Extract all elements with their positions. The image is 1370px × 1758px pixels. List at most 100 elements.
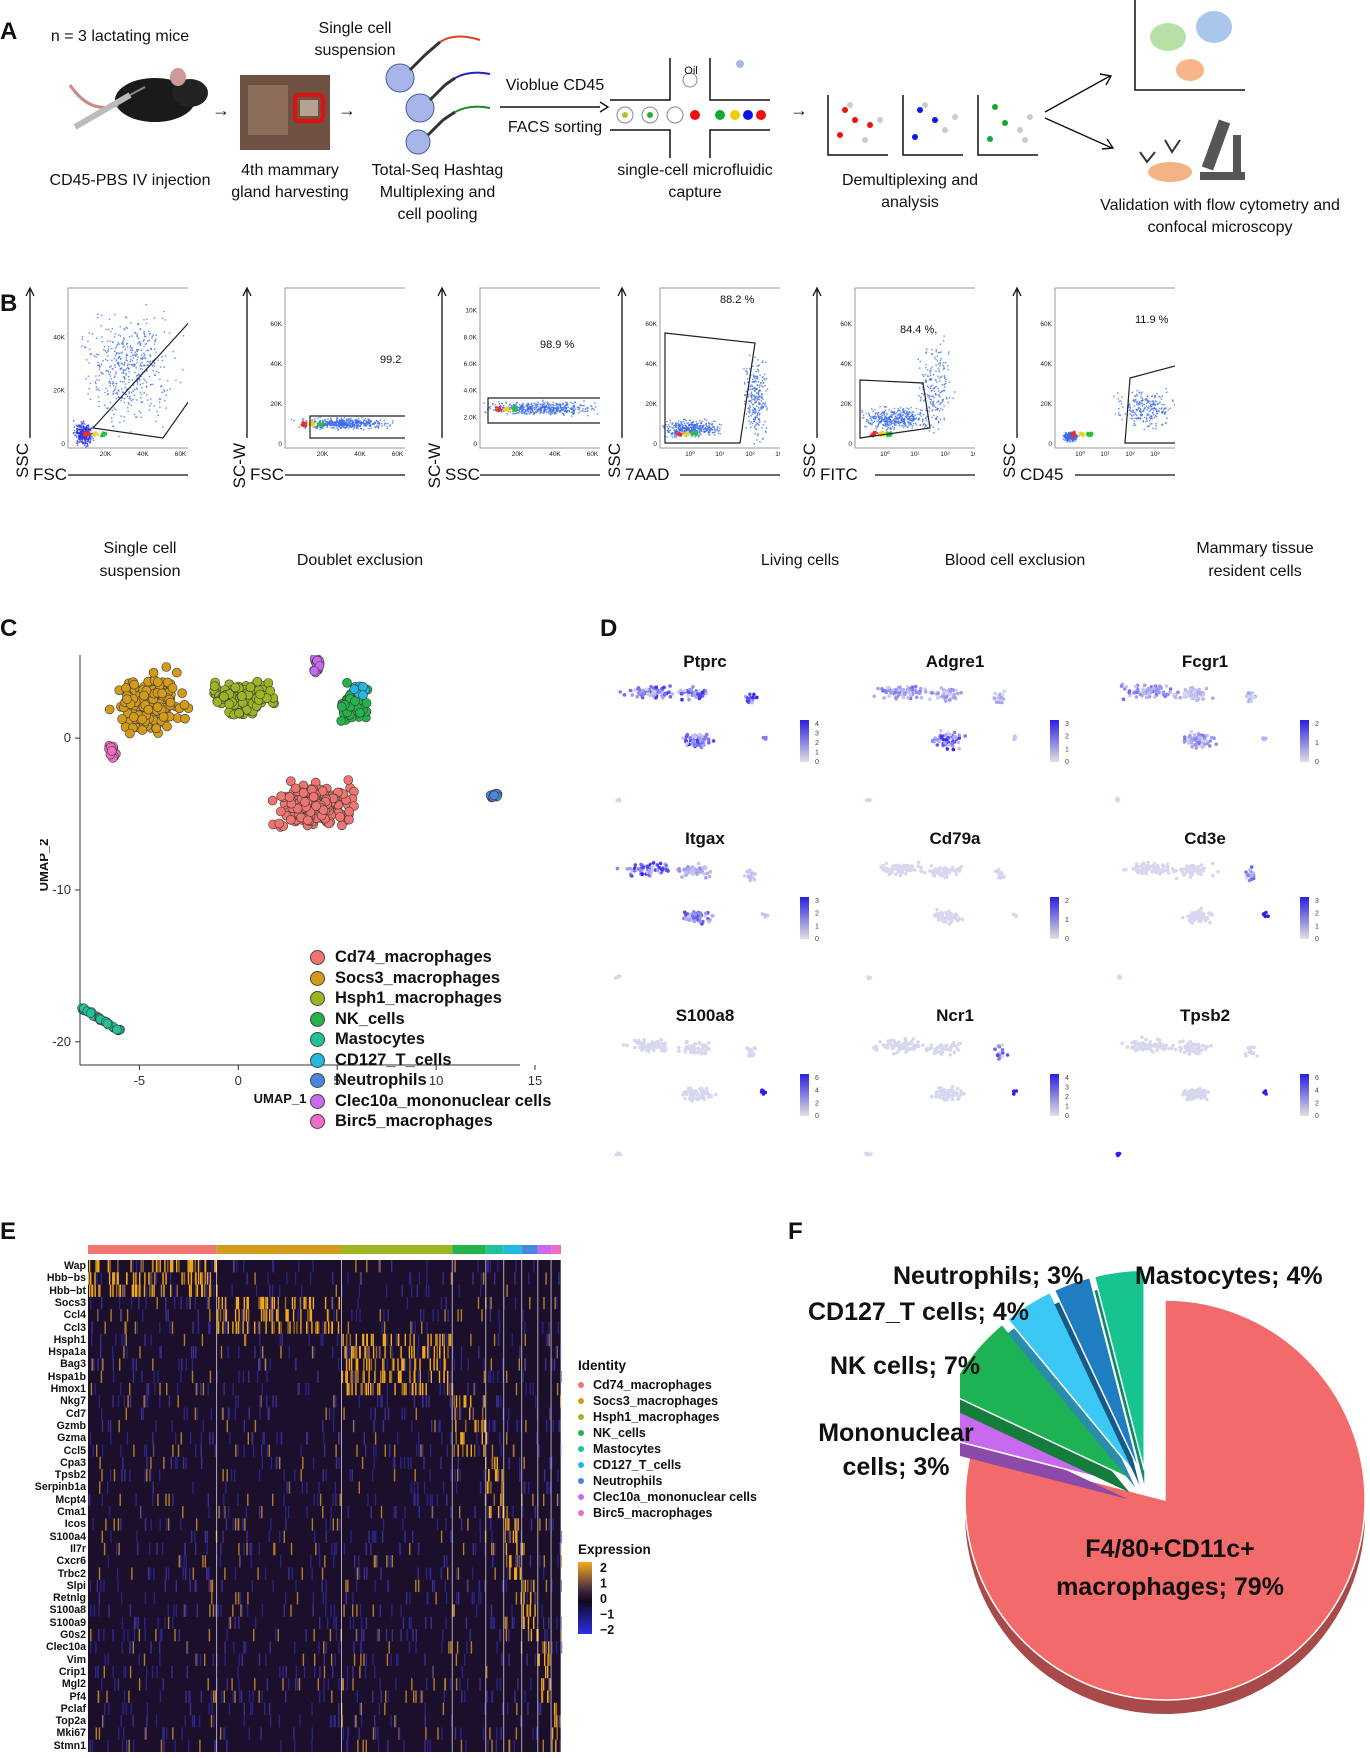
heatmap-cell — [222, 1321, 224, 1334]
heatmap-cell — [238, 1653, 240, 1666]
heatmap-cell — [482, 1272, 485, 1285]
heatmap-cell — [440, 1456, 442, 1470]
heatmap-cell — [131, 1567, 133, 1580]
heatmap-cell — [261, 1456, 263, 1470]
gating-plot-4: 88.2 %60K40K20K010⁰10¹10²10³SSC7AAD — [605, 286, 780, 484]
heatmap-cell — [325, 1592, 327, 1605]
heatmap-cell — [155, 1629, 157, 1642]
feature-title: Tpsb2 — [1179, 1006, 1231, 1025]
heatmap-cell — [318, 1641, 320, 1654]
heatmap-cell — [159, 1383, 161, 1396]
feature-point — [753, 1047, 757, 1051]
heatmap-cell — [109, 1469, 112, 1482]
heatmap-cell — [110, 1432, 112, 1445]
feature-plot-Fcgr1: 210 — [1114, 682, 1319, 803]
x-tick-label: -5 — [134, 1073, 146, 1088]
feature-point — [663, 1041, 667, 1045]
heatmap-cell — [407, 1456, 409, 1470]
heatmap-cell — [327, 1678, 329, 1691]
feature-point — [750, 1051, 755, 1055]
feature-point — [635, 1040, 639, 1045]
heatmap-gene-label: Cd7 — [65, 1407, 86, 1420]
feature-point — [1153, 695, 1157, 699]
heatmap-cell — [264, 1358, 266, 1371]
heatmap-cell — [411, 1284, 413, 1297]
heatmap-cell — [426, 1678, 428, 1691]
feature-point — [948, 733, 953, 737]
feature-point — [1130, 1040, 1134, 1045]
feature-point — [1246, 873, 1251, 878]
heatmap-cell — [206, 1567, 208, 1580]
heatmap-cell — [138, 1678, 141, 1691]
pie-slice-1 — [964, 1299, 1366, 1701]
heatmap-cell — [321, 1579, 323, 1593]
heatmap-cell — [372, 1604, 374, 1617]
step5-caption-2: analysis — [881, 194, 939, 211]
heatmap-cell — [554, 1715, 556, 1728]
heatmap-cell — [410, 1358, 412, 1371]
feature-point — [919, 865, 923, 870]
heatmap-cell — [151, 1272, 153, 1285]
heatmap-cell — [523, 1592, 525, 1605]
heatmap-cell — [135, 1284, 137, 1297]
heatmap-cell — [378, 1346, 380, 1359]
heatmap-cell — [494, 1542, 496, 1556]
feature-point — [1135, 865, 1140, 869]
heatmap-cell — [521, 1542, 524, 1556]
heatmap-cell — [401, 1383, 403, 1396]
heatmap-cell — [120, 1444, 122, 1457]
heatmap-cell — [274, 1629, 277, 1642]
umap-point — [161, 662, 172, 672]
legend-dot-icon — [310, 1073, 325, 1088]
heatmap-cell — [482, 1727, 485, 1740]
heatmap-cell — [415, 1641, 417, 1654]
heatmap-cell — [373, 1444, 375, 1457]
heatmap-cell — [261, 1444, 263, 1457]
leader-line — [1009, 1277, 1036, 1286]
feature-point — [745, 1046, 749, 1051]
feature-point — [1000, 700, 1004, 705]
heatmap-cell — [176, 1260, 178, 1273]
heatmap-cell — [137, 1616, 139, 1629]
feature-point — [941, 1097, 946, 1101]
heatmap-cell — [226, 1629, 228, 1642]
feature-point — [1196, 1095, 1201, 1099]
heatmap-cell — [386, 1383, 389, 1396]
heatmap-cell — [384, 1702, 386, 1716]
heatmap-cell — [222, 1530, 224, 1543]
heatmap-cell — [144, 1518, 147, 1531]
heatmap-cell — [209, 1432, 211, 1445]
heatmap-gene-label: Retnlg — [53, 1592, 86, 1605]
heatmap-cell — [287, 1506, 290, 1519]
heatmap-cell — [108, 1702, 110, 1716]
feature-point — [1199, 1096, 1203, 1100]
heatmap-cell — [275, 1309, 278, 1322]
heatmap-cell — [365, 1739, 367, 1752]
heatmap-cell — [124, 1284, 126, 1297]
heatmap-cell — [423, 1309, 425, 1322]
heatmap-cell — [228, 1407, 231, 1420]
heatmap-cell — [359, 1567, 361, 1580]
heatmap-gene-label: Tpsb2 — [54, 1469, 86, 1482]
umap-point — [489, 790, 500, 801]
feature-point — [937, 917, 942, 922]
heatmap-cell — [331, 1542, 333, 1556]
heatmap-cell — [417, 1346, 419, 1359]
heatmap-cell — [406, 1629, 408, 1642]
heatmap-cell — [228, 1506, 230, 1519]
heatmap-cell — [411, 1419, 413, 1433]
feature-point — [868, 798, 872, 802]
heatmap-cell — [509, 1567, 511, 1580]
feature-point — [702, 1097, 707, 1102]
colorbar-tick: 3 — [815, 898, 819, 905]
colorbar-tick: 2 — [1315, 721, 1319, 728]
heatmap-cell — [383, 1358, 385, 1371]
feature-point — [957, 1094, 962, 1099]
heatmap-cell — [103, 1579, 105, 1593]
y-tick-label: 10K — [465, 308, 477, 315]
feature-point — [996, 867, 1001, 872]
heatmap-cell — [144, 1469, 146, 1482]
feature-point — [682, 910, 687, 915]
heatmap-cell — [121, 1592, 123, 1605]
heatmap-cell — [132, 1370, 135, 1383]
